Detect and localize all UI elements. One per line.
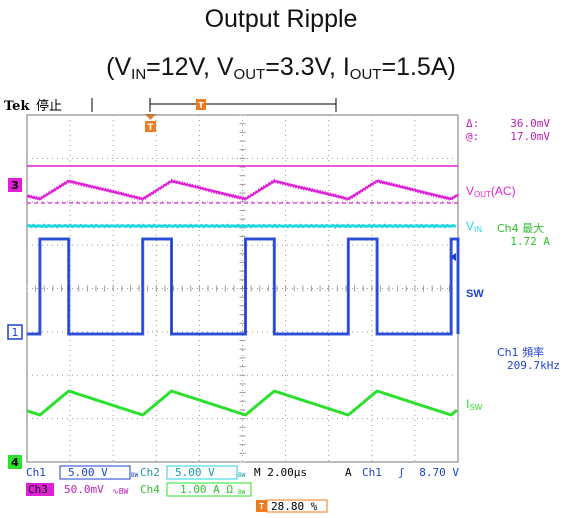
chart-title: Output Ripple [204,5,358,33]
ch4-readout-box [166,482,252,497]
ch3-readout-label: Ch3 [28,483,48,496]
cursor-at-label: @: [466,130,479,143]
ch1-readout-scale: 5.00 V [68,466,108,479]
brand-label: Tek [4,99,30,114]
ch4-readout-bw: BW [238,489,246,496]
trigger-pos-icon-letter: T [259,502,264,511]
ch4-max-label: Ch4 最大 [497,221,544,235]
isw-label: ISW [466,397,483,412]
cursor-at-value: 17.0mV [510,130,550,143]
cursor-delta-value: 36.0mV [510,117,550,130]
ch4-max-value: 1.72 A [510,235,550,248]
trigger-position-letter: T [147,123,154,133]
ch2-readout-box [166,465,238,480]
trigger-position-marker [145,121,156,132]
vout-ripple-trace [26,178,459,202]
record-trigger-letter: T [198,101,204,110]
isw-trace [26,389,458,417]
ch1-readout-box [59,465,131,480]
ch2-readout-label: Ch2 [140,466,160,479]
trigger-source: Ch1 [362,466,382,479]
record-trigger-marker [196,99,206,110]
trigger-level-arrow [450,253,456,261]
sw-trace [27,238,459,335]
trigger-slope: ʃ [398,466,405,479]
cond-iout: IOUT=1.5A) [342,53,456,83]
ch4-ground-marker [8,455,22,469]
ch4-marker-label: 4 [11,456,19,469]
ch3-readout-badge [26,483,54,496]
ch2-readout-bw: BW [238,472,246,479]
ch3-readout-coupling: ∿BW [112,487,129,496]
ch1-freq-label: Ch1 頻率 [497,345,544,359]
vin-label: VIN [466,219,482,234]
bottom-readout: Ch1 5.00 V BW Ch2 5.00 V BW M 2.00µs A C… [26,465,459,513]
ch3-marker-label: 3 [11,179,19,192]
ch4-readout-scale: 1.00 A Ω [180,483,233,496]
cond-vin: (VIN=12V, [106,53,217,83]
ch1-ground-marker [7,324,23,340]
ch1-readout-bw: BW [131,472,139,479]
chart-subtitle: (VIN=12V, VOUT=3.3V, IOUT=1.5A) [0,52,562,90]
ch1-freq-value: 209.7kHz [507,359,560,372]
trigger-pos-icon [256,500,267,512]
trigger-mode: A [345,466,352,479]
ch1-readout-label: Ch1 [26,466,46,479]
cursor-delta-label: Δ: [466,117,479,130]
vin-trace [26,223,457,229]
ch4-readout-label: Ch4 [140,483,160,496]
ch1-marker-label: 1 [12,326,19,339]
cond-vout: VOUT=3.3V, [216,53,343,83]
ch2-readout-scale: 5.00 V [175,466,215,479]
acq-status: 停止 [36,98,62,114]
trigger-pos-box [266,499,328,513]
vout-label: VOUT(AC) [466,184,516,199]
ch3-ground-marker [8,178,22,192]
graticule [26,114,459,463]
trigger-level: 8.70 V [419,466,459,479]
trigger-pos-value: 28.80 % [271,500,318,513]
ch3-readout-scale: 50.0mV [64,483,104,496]
sw-label: SW [466,288,484,300]
timebase-readout: M 2.00µs [254,466,307,479]
